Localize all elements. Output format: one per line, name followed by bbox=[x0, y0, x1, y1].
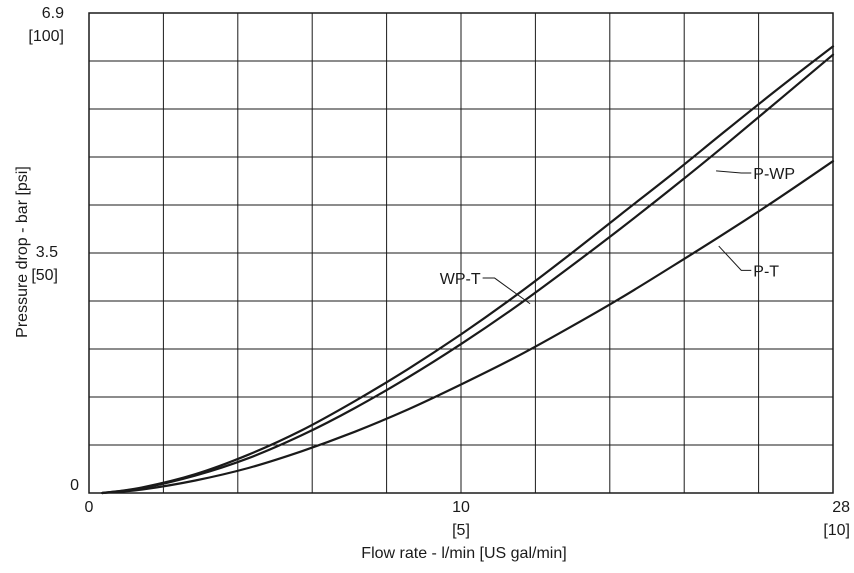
y-tick-sublabel: [100] bbox=[28, 28, 64, 45]
x-tick-label: 28 bbox=[832, 499, 850, 516]
y-tick-label: 0 bbox=[70, 477, 79, 494]
leader-line-p-t bbox=[718, 245, 752, 271]
plot-frame bbox=[88, 12, 834, 494]
series-line-p-wp bbox=[101, 53, 835, 495]
x-tick-sublabel: [10] bbox=[823, 522, 850, 539]
tick-layer: 0 10 [5] 28 [10] 0 3.5 [50] 6.9 [100] bbox=[28, 5, 850, 539]
y-axis-title: Pressure drop - bar [psi] bbox=[14, 166, 31, 338]
y-tick-sublabel: [50] bbox=[31, 267, 58, 284]
y-tick-label: 3.5 bbox=[36, 244, 58, 261]
leader-line-wp-t bbox=[482, 277, 531, 305]
x-tick-label: 10 bbox=[452, 499, 470, 516]
grid-layer bbox=[88, 12, 834, 494]
leader-line-p-wp bbox=[716, 170, 752, 174]
series-line-wp-t bbox=[101, 45, 835, 495]
x-axis-title: Flow rate - l/min [US gal/min] bbox=[361, 545, 566, 562]
x-tick-label: 0 bbox=[85, 499, 94, 516]
series-label-p-t: P-T bbox=[753, 263, 779, 280]
series-line-p-t bbox=[101, 160, 835, 495]
series-layer bbox=[101, 45, 835, 495]
annotation-layer: WP-T P-WP P-T bbox=[440, 166, 795, 305]
y-tick-label: 6.9 bbox=[42, 5, 64, 22]
x-tick-sublabel: [5] bbox=[452, 522, 470, 539]
series-label-p-wp: P-WP bbox=[753, 166, 795, 183]
series-label-wp-t: WP-T bbox=[440, 271, 481, 288]
